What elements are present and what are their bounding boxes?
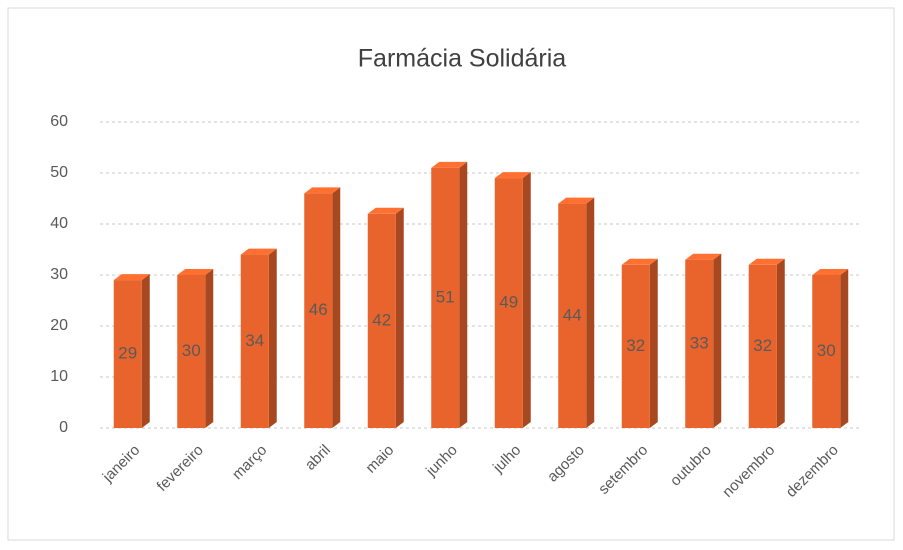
data-label: 46 — [309, 300, 328, 319]
bar-side — [459, 161, 468, 428]
y-tick-label: 40 — [50, 215, 68, 232]
bar-group: 51 — [431, 161, 468, 428]
bar-group: 30 — [177, 269, 214, 428]
bar-top — [748, 258, 785, 265]
bar-top — [177, 269, 214, 275]
bar — [748, 264, 777, 428]
y-tick-label: 60 — [50, 113, 68, 130]
bar-group: 49 — [494, 172, 531, 428]
bar — [621, 264, 650, 428]
data-label: 30 — [817, 341, 836, 360]
bar-side — [395, 207, 404, 428]
bar — [685, 259, 714, 428]
bar-side — [649, 258, 658, 428]
bar-top — [812, 269, 849, 275]
bar-group: 29 — [113, 274, 150, 428]
bar-group: 34 — [240, 248, 277, 428]
data-label: 42 — [372, 310, 391, 329]
bar-side — [205, 269, 214, 428]
bar-group: 33 — [685, 253, 722, 428]
bar — [812, 275, 841, 428]
data-label: 33 — [690, 333, 709, 352]
data-label: 30 — [182, 341, 201, 360]
bar-side — [840, 269, 849, 428]
bar-top — [558, 197, 595, 204]
bar — [240, 254, 269, 428]
bar — [431, 167, 460, 428]
bar-side — [776, 258, 785, 428]
bar-side — [586, 197, 595, 428]
bar-top — [113, 274, 150, 281]
data-label: 29 — [118, 344, 137, 363]
bar-top — [685, 253, 722, 260]
bar-group: 44 — [558, 197, 595, 428]
bar — [113, 280, 142, 428]
bar-top — [621, 258, 658, 265]
data-label: 44 — [563, 305, 582, 324]
bar-side — [268, 248, 277, 428]
bar-group: 46 — [304, 187, 341, 428]
bar-group: 30 — [812, 269, 849, 428]
bar-side — [713, 253, 722, 428]
bar-top — [494, 172, 531, 179]
bar-side — [522, 172, 531, 428]
bar — [304, 193, 333, 428]
bar-group: 32 — [748, 258, 785, 428]
bar — [367, 213, 396, 428]
y-tick-label: 30 — [50, 266, 68, 283]
data-label: 49 — [499, 293, 518, 312]
bar-side — [141, 274, 150, 428]
bar-group: 42 — [367, 207, 404, 428]
chart-title: Farmácia Solidária — [358, 45, 567, 73]
bar-group: 32 — [621, 258, 658, 428]
y-tick-label: 0 — [59, 419, 68, 436]
bar-top — [431, 161, 468, 168]
data-label: 32 — [753, 336, 772, 355]
y-tick-label: 10 — [50, 368, 68, 385]
y-tick-label: 50 — [50, 164, 68, 181]
bar-side — [332, 187, 341, 428]
y-tick-label: 20 — [50, 317, 68, 334]
bar-top — [367, 207, 404, 214]
bar-top — [240, 248, 277, 255]
data-label: 32 — [626, 336, 645, 355]
bar-top — [304, 187, 341, 194]
data-label: 51 — [436, 287, 455, 306]
bar — [494, 178, 523, 428]
bar — [558, 203, 587, 428]
data-label: 34 — [245, 331, 264, 350]
bar — [177, 275, 206, 428]
